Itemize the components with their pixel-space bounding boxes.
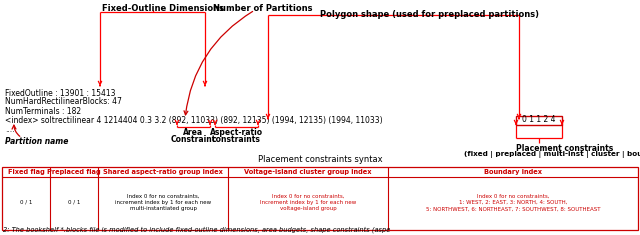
Text: ....: ....	[5, 125, 15, 133]
Text: 2: The bookshelf *.blocks file is modified to include fixed-outline dimensions, : 2: The bookshelf *.blocks file is modifi…	[3, 226, 390, 233]
Bar	[516, 115, 562, 125]
Text: Boundary index: Boundary index	[484, 169, 542, 175]
Text: <index> soltrectilinear 4 1214404 0.3 3.2 (892, 11033) (892, 12135) (1994, 12135: <index> soltrectilinear 4 1214404 0.3 3.…	[5, 115, 383, 125]
Text: Shared aspect-ratio group index: Shared aspect-ratio group index	[103, 169, 223, 175]
Text: Area: Area	[184, 128, 204, 137]
Text: Partition name: Partition name	[5, 137, 68, 146]
Text: Preplaced flag: Preplaced flag	[47, 169, 101, 175]
Bar	[2, 167, 638, 230]
Text: 0 / 1: 0 / 1	[68, 200, 80, 205]
Text: FixedOutline : 13901 : 15413: FixedOutline : 13901 : 15413	[5, 89, 115, 98]
Text: NumHardRectilinearBlocks: 47: NumHardRectilinearBlocks: 47	[5, 98, 122, 106]
Text: Voltage-island cluster group index: Voltage-island cluster group index	[244, 169, 372, 175]
Text: Index 0 for no constraints,
1: WEST, 2: EAST, 3: NORTH, 4: SOUTH,
5: NORTHWEST, : Index 0 for no constraints, 1: WEST, 2: …	[426, 194, 600, 212]
Text: Number of Partitions: Number of Partitions	[213, 4, 313, 13]
Text: constraints: constraints	[212, 135, 261, 144]
Text: (fixed | preplaced | multi-inst | cluster | boundary: (fixed | preplaced | multi-inst | cluste…	[464, 151, 640, 158]
Text: Index 0 for no constraints,
Increment index by 1 for each new
voltage-island gro: Index 0 for no constraints, Increment in…	[260, 194, 356, 212]
Text: Index 0 for no constraints,
increment index by 1 for each new
multi-instantiated: Index 0 for no constraints, increment in…	[115, 194, 211, 212]
Text: Fixed flag: Fixed flag	[8, 169, 44, 175]
Text: Aspect-ratio: Aspect-ratio	[210, 128, 263, 137]
Text: Placement constraints: Placement constraints	[516, 144, 614, 153]
Text: Fixed-Outline Dimensions: Fixed-Outline Dimensions	[102, 4, 224, 13]
Text: Placement constraints syntax: Placement constraints syntax	[258, 156, 382, 164]
Text: NumTerminals : 182: NumTerminals : 182	[5, 106, 81, 115]
Text: Polygon shape (used for preplaced partitions): Polygon shape (used for preplaced partit…	[321, 10, 540, 19]
Text: 0 1 1 2 4: 0 1 1 2 4	[522, 115, 556, 125]
Text: 0 / 1: 0 / 1	[20, 200, 32, 205]
Text: Constraint: Constraint	[171, 135, 216, 144]
